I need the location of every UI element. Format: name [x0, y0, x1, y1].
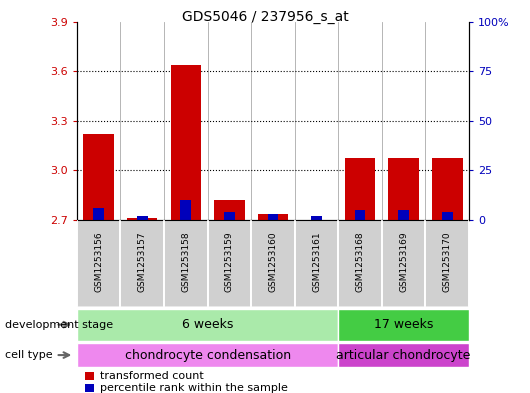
Text: GSM1253168: GSM1253168: [356, 231, 365, 292]
Bar: [258, 214, 288, 220]
Text: GSM1253157: GSM1253157: [138, 231, 147, 292]
Bar: [251, 220, 295, 307]
Bar: [399, 210, 409, 220]
Text: development stage: development stage: [5, 320, 113, 330]
Text: transformed count: transformed count: [100, 371, 204, 381]
Text: articular chondrocyte: articular chondrocyte: [337, 349, 471, 362]
Bar: [338, 220, 382, 307]
Bar: [127, 218, 157, 220]
Bar: [295, 220, 338, 307]
Text: GDS5046 / 237956_s_at: GDS5046 / 237956_s_at: [182, 10, 348, 24]
Text: GSM1253156: GSM1253156: [94, 231, 103, 292]
Text: chondrocyte condensation: chondrocyte condensation: [125, 349, 290, 362]
Text: GSM1253158: GSM1253158: [181, 231, 190, 292]
Bar: [208, 220, 251, 307]
Text: percentile rank within the sample: percentile rank within the sample: [100, 382, 288, 393]
Bar: [83, 134, 114, 220]
Bar: [77, 309, 338, 341]
Bar: [355, 210, 366, 220]
Bar: [77, 220, 120, 307]
Bar: [426, 220, 469, 307]
Bar: [164, 220, 208, 307]
Bar: [180, 200, 191, 220]
Bar: [268, 214, 278, 220]
Text: GSM1253170: GSM1253170: [443, 231, 452, 292]
Bar: [338, 309, 469, 341]
Bar: [388, 158, 419, 220]
Bar: [224, 212, 235, 220]
Text: 17 weeks: 17 weeks: [374, 318, 434, 331]
Bar: [120, 220, 164, 307]
Text: cell type: cell type: [5, 350, 53, 360]
Text: GSM1253161: GSM1253161: [312, 231, 321, 292]
Bar: [137, 216, 147, 220]
Bar: [338, 343, 469, 367]
Bar: [442, 212, 453, 220]
Text: GSM1253169: GSM1253169: [399, 231, 408, 292]
Text: GSM1253160: GSM1253160: [269, 231, 277, 292]
Bar: [311, 216, 322, 220]
Bar: [171, 66, 201, 220]
Bar: [345, 158, 375, 220]
Bar: [85, 384, 94, 392]
Bar: [432, 158, 463, 220]
Bar: [93, 208, 104, 220]
Bar: [214, 200, 245, 220]
Text: 6 weeks: 6 weeks: [182, 318, 233, 331]
Bar: [85, 372, 94, 380]
Bar: [77, 343, 338, 367]
Text: GSM1253159: GSM1253159: [225, 231, 234, 292]
Bar: [382, 220, 426, 307]
